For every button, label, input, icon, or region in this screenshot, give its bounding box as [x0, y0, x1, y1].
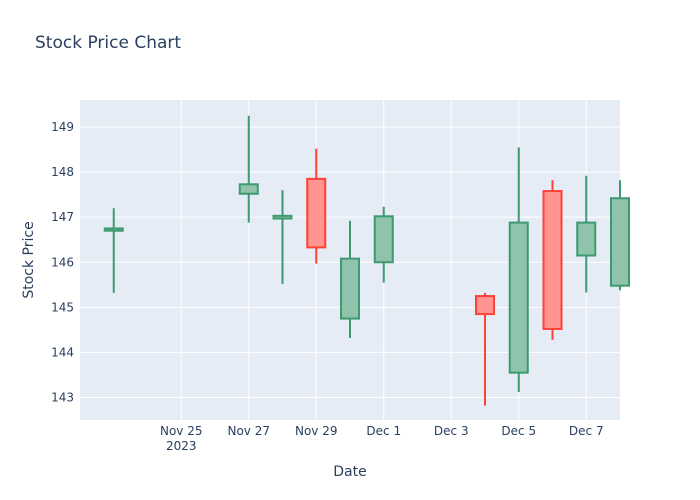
candle-decreasing[interactable]	[306, 148, 327, 264]
candle-increasing[interactable]	[373, 206, 394, 283]
candle-body	[610, 197, 630, 287]
candle-body	[272, 214, 293, 220]
candle-body	[340, 257, 360, 320]
x-tick-label: Dec 5	[501, 424, 536, 438]
x-tick-label: Dec 1	[366, 424, 401, 438]
candle-increasing[interactable]	[610, 180, 630, 291]
candle-body	[103, 227, 124, 232]
candle-increasing[interactable]	[103, 208, 124, 293]
candle-decreasing[interactable]	[475, 292, 495, 406]
x-tick-label: Dec 7	[569, 424, 604, 438]
candle-body	[576, 221, 597, 257]
candle-increasing[interactable]	[272, 190, 293, 284]
x-tick-sublabel: 2023	[166, 439, 197, 453]
y-tick-label: 148	[51, 165, 74, 179]
candle-increasing[interactable]	[238, 115, 259, 223]
candle-body	[475, 295, 495, 316]
y-tick-label: 145	[51, 300, 74, 314]
chart-title: Stock Price Chart	[35, 33, 182, 53]
y-tick-label: 147	[51, 210, 74, 224]
candle-decreasing[interactable]	[542, 180, 563, 340]
candle-body	[306, 177, 327, 249]
x-axis-title: Date	[333, 464, 366, 480]
y-tick-label: 149	[51, 120, 74, 134]
candle-increasing[interactable]	[576, 175, 597, 293]
candle-body	[238, 183, 259, 195]
y-tick-label: 144	[51, 345, 74, 359]
x-tick-label: Dec 3	[434, 424, 469, 438]
candle-increasing[interactable]	[340, 220, 360, 338]
x-tick-label: Nov 29	[295, 424, 338, 438]
candle-increasing[interactable]	[508, 147, 529, 393]
y-axis-title: Stock Price	[21, 221, 37, 298]
y-tick-label: 146	[51, 255, 74, 269]
candles-layer	[103, 115, 630, 406]
candle-body	[373, 215, 394, 264]
x-tick-label: Nov 27	[227, 424, 270, 438]
x-tick-label: Nov 25	[160, 424, 203, 438]
y-tick-label: 143	[51, 390, 74, 404]
candle-body	[508, 221, 529, 374]
candle-body	[542, 190, 563, 330]
y-axis-ticks: 143 144 145 146 147 148 149	[51, 120, 74, 404]
